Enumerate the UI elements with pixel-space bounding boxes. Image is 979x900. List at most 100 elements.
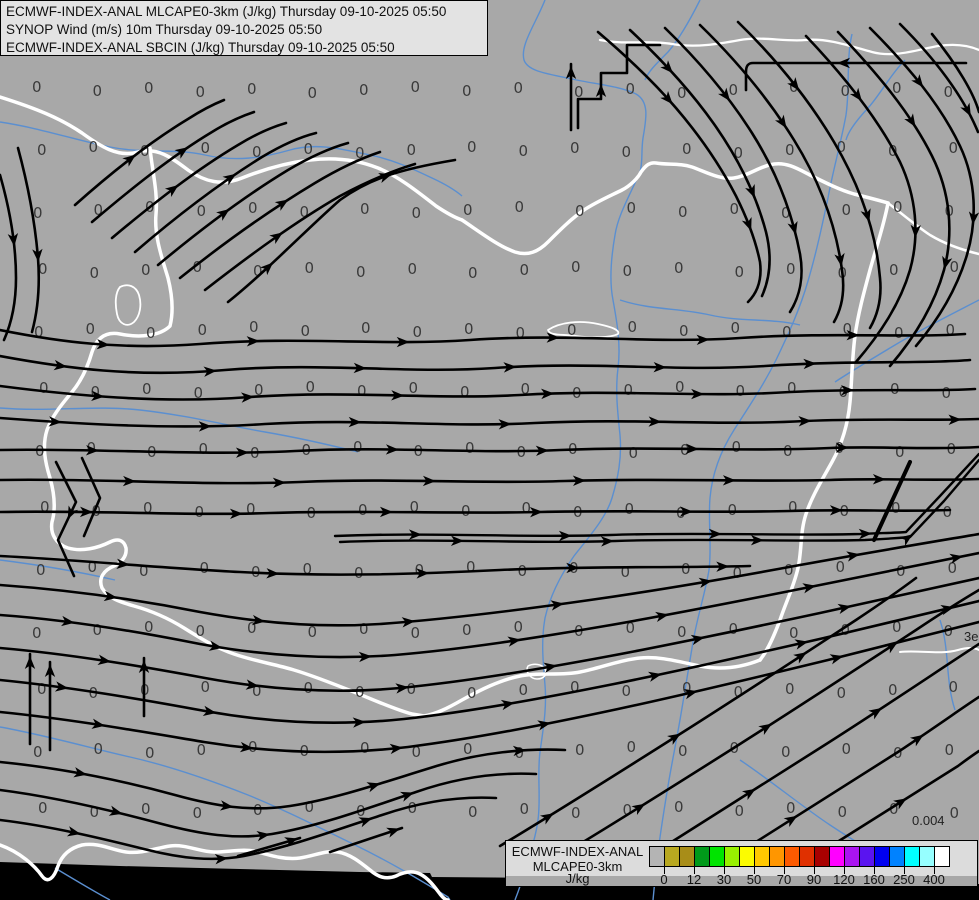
svg-text:0: 0 [462, 82, 472, 100]
svg-text:0: 0 [410, 498, 420, 516]
border-north [460, 161, 890, 256]
border-west [42, 146, 426, 718]
svg-text:0: 0 [892, 79, 902, 97]
svg-text:0: 0 [194, 384, 204, 402]
svg-text:0: 0 [950, 258, 960, 276]
svg-text:0: 0 [464, 320, 474, 338]
svg-text:0: 0 [254, 381, 264, 399]
svg-text:0: 0 [519, 681, 529, 699]
svg-text:0: 0 [567, 321, 577, 339]
svg-text:0: 0 [732, 438, 742, 456]
title-line-sbcin: ECMWF-INDEX-ANAL SBCIN (J/kg) Thursday 0… [6, 40, 395, 55]
svg-text:0: 0 [353, 438, 363, 456]
svg-text:0: 0 [786, 799, 796, 817]
svg-text:0: 0 [943, 503, 953, 521]
border-northeast-exit [886, 201, 979, 256]
svg-text:0: 0 [412, 204, 422, 222]
svg-text:0: 0 [358, 501, 368, 519]
svg-text:0: 0 [37, 141, 47, 159]
svg-text:0: 0 [463, 201, 473, 219]
svg-text:0: 0 [891, 499, 901, 517]
svg-text:0: 0 [736, 382, 746, 400]
svg-text:0: 0 [785, 141, 795, 159]
svg-text:0: 0 [574, 83, 584, 101]
svg-text:0: 0 [837, 684, 847, 702]
svg-text:0: 0 [407, 680, 417, 698]
svg-text:0: 0 [253, 801, 263, 819]
svg-text:0: 0 [355, 683, 365, 701]
svg-text:0: 0 [674, 798, 684, 816]
svg-text:0: 0 [728, 501, 738, 519]
svg-text:0: 0 [93, 621, 103, 639]
svg-text:0: 0 [518, 562, 528, 580]
svg-text:0: 0 [733, 564, 743, 582]
svg-text:0: 0 [571, 804, 581, 822]
svg-text:0: 0 [33, 743, 43, 761]
svg-text:0: 0 [461, 502, 471, 520]
svg-text:0: 0 [948, 559, 958, 577]
svg-text:0: 0 [38, 260, 48, 278]
svg-text:0: 0 [253, 262, 263, 280]
svg-text:0: 0 [356, 263, 366, 281]
svg-text:0: 0 [520, 800, 530, 818]
border-top-right [598, 37, 979, 56]
svg-text:0: 0 [731, 319, 741, 337]
svg-text:0: 0 [145, 744, 155, 762]
svg-text:0: 0 [514, 79, 524, 97]
svg-text:0: 0 [199, 440, 209, 458]
svg-text:0: 0 [622, 682, 632, 700]
svg-text:0: 0 [735, 263, 745, 281]
svg-text:0: 0 [40, 498, 50, 516]
svg-text:0: 0 [682, 140, 692, 158]
svg-text:0: 0 [305, 259, 315, 277]
svg-text:0: 0 [359, 620, 369, 638]
svg-text:0: 0 [90, 264, 100, 282]
svg-text:0: 0 [141, 800, 151, 818]
svg-text:0: 0 [466, 558, 476, 576]
svg-text:0: 0 [246, 500, 256, 518]
svg-text:0: 0 [146, 324, 156, 342]
svg-text:0: 0 [411, 78, 421, 96]
border-bottom-right-bit [899, 647, 979, 654]
svg-text:0: 0 [946, 321, 956, 339]
svg-text:0: 0 [622, 143, 632, 161]
svg-text:0: 0 [681, 560, 691, 578]
svg-text:0: 0 [303, 560, 313, 578]
svg-text:0: 0 [944, 83, 954, 101]
svg-text:0: 0 [247, 80, 257, 98]
svg-text:0: 0 [88, 558, 98, 576]
svg-text:0: 0 [679, 322, 689, 340]
title-line-synop-wind: SYNOP Wind (m/s) 10m Thursday 09-10-2025… [6, 22, 323, 37]
lake-neusiedl [114, 284, 142, 326]
svg-text:0: 0 [895, 443, 905, 461]
svg-text:0: 0 [783, 442, 793, 460]
svg-text:0: 0 [729, 620, 739, 638]
svg-text:0: 0 [361, 319, 371, 337]
svg-text:0: 0 [196, 83, 206, 101]
svg-text:0: 0 [300, 203, 310, 221]
svg-text:0: 0 [139, 562, 149, 580]
svg-text:0: 0 [892, 618, 902, 636]
svg-text:0: 0 [32, 624, 42, 642]
svg-text:0: 0 [678, 203, 688, 221]
svg-text:0: 0 [304, 679, 314, 697]
svg-text:0: 0 [39, 379, 49, 397]
streamline-arrowheads [7, 57, 979, 865]
svg-text:0: 0 [93, 82, 103, 100]
colorbar-unit: J/kg [565, 871, 590, 886]
border-northwest [0, 95, 464, 222]
svg-text:0: 0 [678, 742, 688, 760]
svg-text:0: 0 [516, 324, 526, 342]
svg-text:0: 0 [196, 622, 206, 640]
svg-text:0: 0 [570, 139, 580, 157]
svg-text:0: 0 [462, 621, 472, 639]
svg-text:0: 0 [627, 738, 637, 756]
svg-text:0: 0 [197, 202, 207, 220]
svg-text:0: 0 [304, 140, 314, 158]
small-loop [526, 663, 547, 680]
svg-text:0: 0 [140, 142, 150, 160]
svg-text:0: 0 [838, 803, 848, 821]
svg-text:0: 0 [36, 561, 46, 579]
svg-text:0: 0 [570, 678, 580, 696]
